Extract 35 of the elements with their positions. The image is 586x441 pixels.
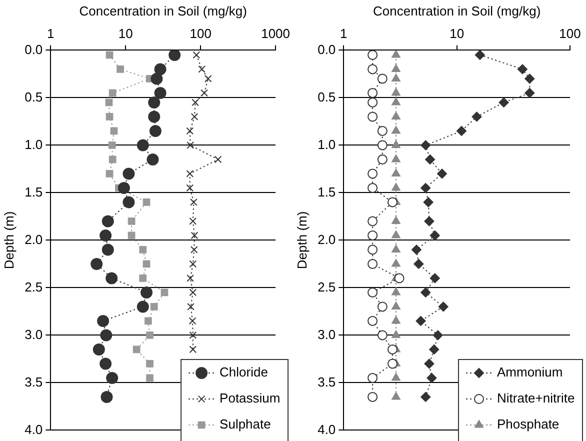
y-axis-title: Depth (m) <box>294 211 310 270</box>
y-tick-label: 4.0 <box>24 422 43 437</box>
x-tick-label: 100 <box>190 26 212 41</box>
legend-label: Sulphate <box>220 416 271 432</box>
y-tick-label: 3.0 <box>318 326 336 342</box>
y-tick-label: 1.5 <box>24 184 43 200</box>
y-tick-label: 0.0 <box>318 42 336 57</box>
y-tick-label: 1.5 <box>318 184 336 200</box>
x-axis-title: Concentration in Soil (mg/kg) <box>373 3 541 18</box>
y-tick-label: 2.0 <box>24 232 43 247</box>
legend-label: Phosphate <box>497 416 560 432</box>
x-tick-label: 1 <box>47 26 54 41</box>
legend-label: Potassium <box>220 390 280 406</box>
y-tick-label: 2.0 <box>318 232 336 247</box>
x-tick-label: 10 <box>118 26 133 41</box>
x-axis-title: Concentration in Soil (mg/kg) <box>79 3 247 18</box>
x-tick-label: 1000 <box>261 26 290 41</box>
legend-label: Chloride <box>220 364 268 380</box>
y-tick-label: 0.0 <box>24 42 43 57</box>
x-tick-label: 1 <box>340 26 348 41</box>
x-tick-label: 10 <box>450 26 464 41</box>
y-tick-label: 1.0 <box>318 136 336 152</box>
y-tick-label: 3.5 <box>318 374 336 390</box>
y-axis-title: Depth (m) <box>1 211 16 270</box>
legend-label: Nitrate+nitrite <box>497 390 575 406</box>
y-tick-label: 4.0 <box>318 422 336 437</box>
y-tick-label: 2.5 <box>24 279 43 294</box>
legend-label: Ammonium <box>497 364 563 380</box>
x-tick-label: 100 <box>559 26 581 41</box>
y-tick-label: 3.5 <box>24 374 43 390</box>
y-tick-label: 0.5 <box>318 89 336 104</box>
y-tick-label: 3.0 <box>24 326 43 342</box>
y-tick-label: 0.5 <box>24 89 43 104</box>
y-tick-label: 1.0 <box>24 136 43 152</box>
y-tick-label: 2.5 <box>318 279 336 294</box>
